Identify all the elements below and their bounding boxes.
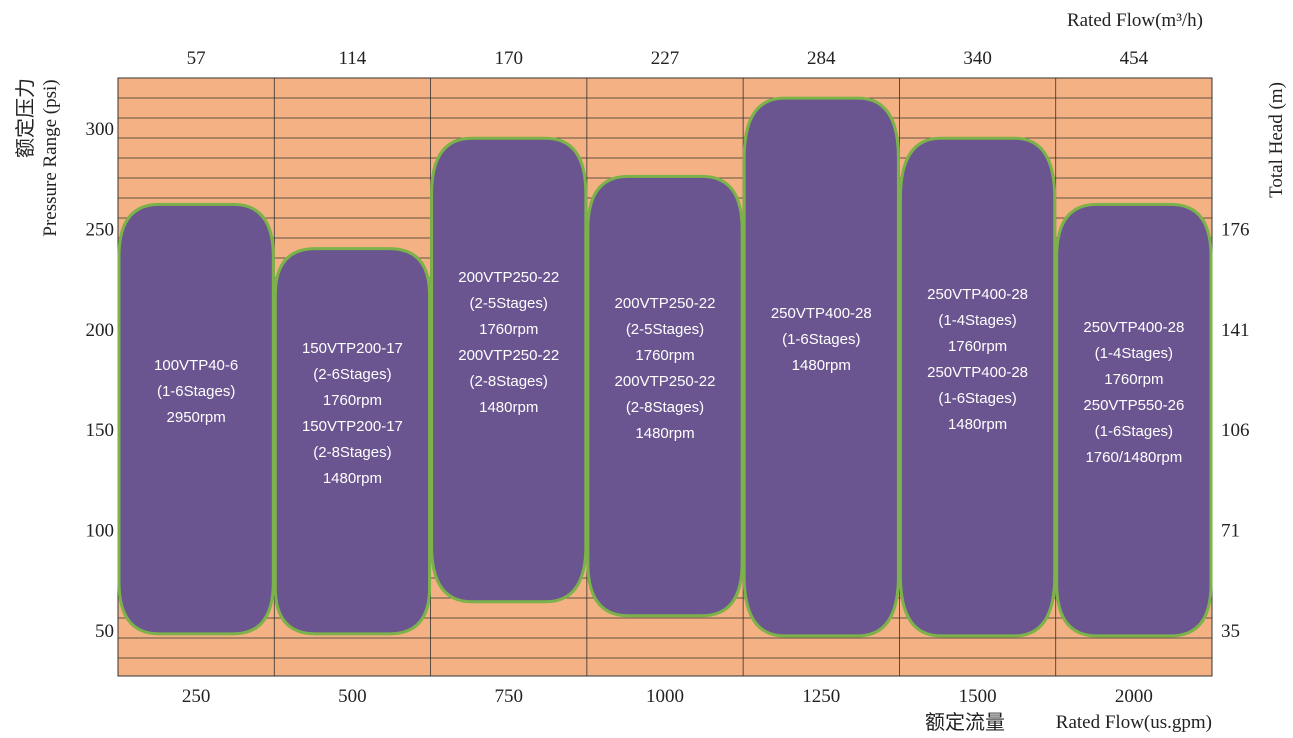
right-axis-title: Total Head (m) — [1266, 82, 1287, 198]
right-tick-label: 141 — [1221, 320, 1250, 341]
region-label-line: (2-6Stages) — [313, 366, 391, 383]
top-axis-title: Rated Flow(m³/h) — [1067, 10, 1203, 31]
left-axis-ticks: 50 100 150 200 250 300 — [86, 119, 115, 642]
region-label-line: (2-5Stages) — [470, 295, 548, 312]
region-label-line: 200VTP250-22 — [615, 373, 716, 390]
top-axis-ticks: 57 114 170 227 284 340 454 — [187, 48, 1149, 69]
region-label-line: 250VTP400-28 — [771, 305, 872, 322]
bottom-axis-ticks: 250 500 750 1000 1250 1500 2000 — [182, 686, 1153, 707]
region-label-line: 1480rpm — [792, 357, 851, 374]
region-label-line: 250VTP400-28 — [927, 286, 1028, 303]
left-axis-title-cn: 额定压力 — [13, 78, 37, 158]
region-label-line: (1-6Stages) — [938, 390, 1016, 407]
region-label-line: (2-8Stages) — [470, 373, 548, 390]
left-tick-label: 250 — [86, 220, 115, 241]
region-label-line: 150VTP200-17 — [302, 340, 403, 357]
region-label-line: 200VTP250-22 — [458, 269, 559, 286]
bottom-tick-label: 500 — [338, 686, 367, 707]
pump-region-7 — [1055, 202, 1213, 638]
region-label-line: 1760rpm — [479, 321, 538, 338]
bottom-tick-label: 2000 — [1115, 686, 1153, 707]
right-axis-ticks: 35 71 106 141 176 — [1221, 220, 1250, 642]
region-label-line: (1-4Stages) — [938, 312, 1016, 329]
region-label-line: 100VTP40-6 — [154, 357, 238, 374]
top-tick-label: 114 — [339, 48, 367, 69]
region-label-line: 1480rpm — [635, 425, 694, 442]
region-label-line: (1-6Stages) — [157, 383, 235, 400]
pump-regions — [117, 96, 1213, 638]
region-label-line: 250VTP400-28 — [927, 364, 1028, 381]
region-label-line: 250VTP550-26 — [1083, 397, 1184, 414]
region-label-line: 2950rpm — [167, 409, 226, 426]
region-label-line: (1-6Stages) — [782, 331, 860, 348]
left-tick-label: 50 — [95, 621, 114, 642]
region-label-line: (2-5Stages) — [626, 321, 704, 338]
region-label-line: (2-8Stages) — [313, 444, 391, 461]
pump-region-4 — [586, 174, 744, 618]
pump-region-1 — [117, 202, 275, 636]
top-tick-label: 284 — [807, 48, 836, 69]
region-label-line: 200VTP250-22 — [615, 295, 716, 312]
left-tick-label: 200 — [86, 320, 115, 341]
bottom-axis-title-en: Rated Flow(us.gpm) — [1056, 712, 1212, 733]
region-labels: 100VTP40-6 (1-6Stages) 2950rpm 150VTP200-17… — [154, 269, 1184, 487]
right-tick-label: 71 — [1221, 521, 1240, 542]
region-label-line: 1480rpm — [323, 470, 382, 487]
top-tick-label: 454 — [1120, 48, 1149, 69]
bottom-tick-label: 250 — [182, 686, 211, 707]
region-label-line: 1760rpm — [948, 338, 1007, 355]
region-label-line: 200VTP250-22 — [458, 347, 559, 364]
region-label-line: 1480rpm — [948, 416, 1007, 433]
pump-region-3 — [430, 136, 588, 604]
pump-region-6 — [898, 136, 1057, 638]
left-axis-title-en: Pressure Range (psi) — [40, 79, 61, 236]
region-label-line: (1-4Stages) — [1095, 345, 1173, 362]
bottom-tick-label: 750 — [494, 686, 523, 707]
region-label-line: 1760rpm — [323, 392, 382, 409]
region-label-line: 1760rpm — [635, 347, 694, 364]
region-label-line: 1760rpm — [1104, 371, 1163, 388]
region-label-line: 1480rpm — [479, 399, 538, 416]
region-label-line: 1760/1480rpm — [1085, 449, 1182, 466]
right-tick-label: 176 — [1221, 220, 1250, 241]
right-tick-label: 106 — [1221, 420, 1250, 441]
bottom-tick-label: 1500 — [959, 686, 997, 707]
top-tick-label: 170 — [494, 48, 523, 69]
left-tick-label: 150 — [86, 420, 115, 441]
top-tick-label: 57 — [187, 48, 206, 69]
bottom-tick-label: 1250 — [802, 686, 840, 707]
bottom-axis-title-cn: 额定流量 — [925, 710, 1005, 734]
top-tick-label: 227 — [651, 48, 680, 69]
region-label-line: (1-6Stages) — [1095, 423, 1173, 440]
region-label-line: (2-8Stages) — [626, 399, 704, 416]
pump-region-2 — [273, 247, 432, 636]
left-tick-label: 100 — [86, 521, 115, 542]
region-label-line: 250VTP400-28 — [1083, 319, 1184, 336]
top-tick-label: 340 — [963, 48, 992, 69]
left-tick-label: 300 — [86, 119, 115, 140]
pump-region-5 — [742, 96, 900, 638]
region-label-line: 150VTP200-17 — [302, 418, 403, 435]
right-tick-label: 35 — [1221, 621, 1240, 642]
bottom-tick-label: 1000 — [646, 686, 684, 707]
